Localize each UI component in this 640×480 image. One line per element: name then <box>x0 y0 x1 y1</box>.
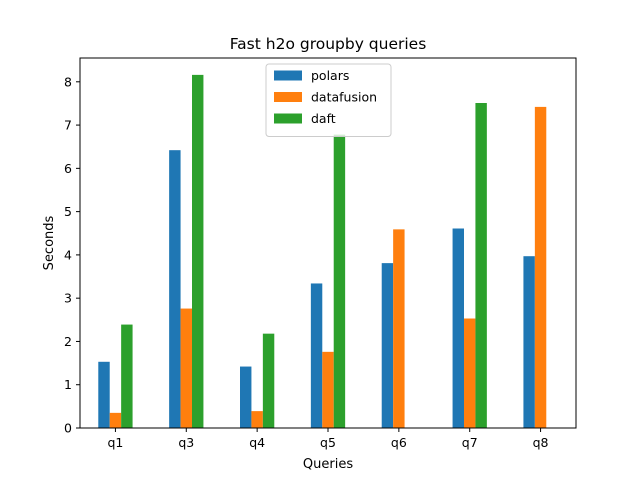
y-tick-label: 1 <box>64 377 72 392</box>
x-tick-label-q8: q8 <box>533 435 549 450</box>
bar-datafusion-q4 <box>251 411 263 428</box>
legend-swatch-daft <box>274 113 302 124</box>
bar-polars-q8 <box>523 256 535 428</box>
legend: polars datafusion daft <box>265 63 392 137</box>
bar-daft-q5 <box>333 134 346 428</box>
y-tick-label: 8 <box>64 74 72 89</box>
x-tick-label-q7: q7 <box>462 435 478 450</box>
legend-label-datafusion: datafusion <box>311 90 377 105</box>
bar-polars-q5 <box>310 283 323 428</box>
bar-datafusion-q7 <box>464 318 476 428</box>
y-axis: 0 1 2 3 4 5 6 7 8 <box>64 74 80 436</box>
y-tick-label: 2 <box>64 334 72 349</box>
x-tick-label-q1: q1 <box>107 435 123 450</box>
x-tick-label-q3: q3 <box>178 435 194 450</box>
y-tick-label: 7 <box>64 118 72 133</box>
x-axis-label: Queries <box>303 457 353 472</box>
bar-daft-q1 <box>121 324 133 428</box>
bar-datafusion-q8 <box>534 106 547 429</box>
bar-polars-q3 <box>169 150 181 428</box>
bar-daft-q3 <box>192 74 204 428</box>
legend-swatch-datafusion <box>274 92 302 102</box>
bar-polars-q6 <box>381 263 394 428</box>
legend-swatch-polars <box>274 70 302 81</box>
y-tick-label: 3 <box>64 291 72 306</box>
y-tick-label: 5 <box>64 204 72 219</box>
bar-datafusion-q3 <box>180 308 192 428</box>
bar-datafusion-q1 <box>109 412 122 428</box>
bar-daft-q4 <box>262 333 275 428</box>
y-axis-label: Seconds <box>42 215 57 270</box>
x-tick-label-q4: q4 <box>249 435 265 450</box>
bar-polars-q1 <box>98 361 110 428</box>
y-tick-label: 4 <box>64 247 72 262</box>
x-tick-label-q6: q6 <box>391 435 407 450</box>
y-tick-label: 6 <box>64 161 72 176</box>
bars-group <box>98 74 547 429</box>
chart-title: Fast h2o groupby queries <box>230 35 427 53</box>
x-axis: q1 q3 q4 q5 q6 q7 q8 <box>107 428 549 450</box>
bar-datafusion-q6 <box>393 229 405 428</box>
legend-label-polars: polars <box>311 68 349 83</box>
bar-polars-q4 <box>240 366 252 428</box>
x-tick-label-q5: q5 <box>320 435 336 450</box>
bar-daft-q7 <box>475 103 487 428</box>
legend-label-daft: daft <box>311 111 336 126</box>
y-tick-label: 0 <box>64 421 72 436</box>
bar-datafusion-q5 <box>322 351 334 428</box>
bar-polars-q7 <box>452 228 464 428</box>
